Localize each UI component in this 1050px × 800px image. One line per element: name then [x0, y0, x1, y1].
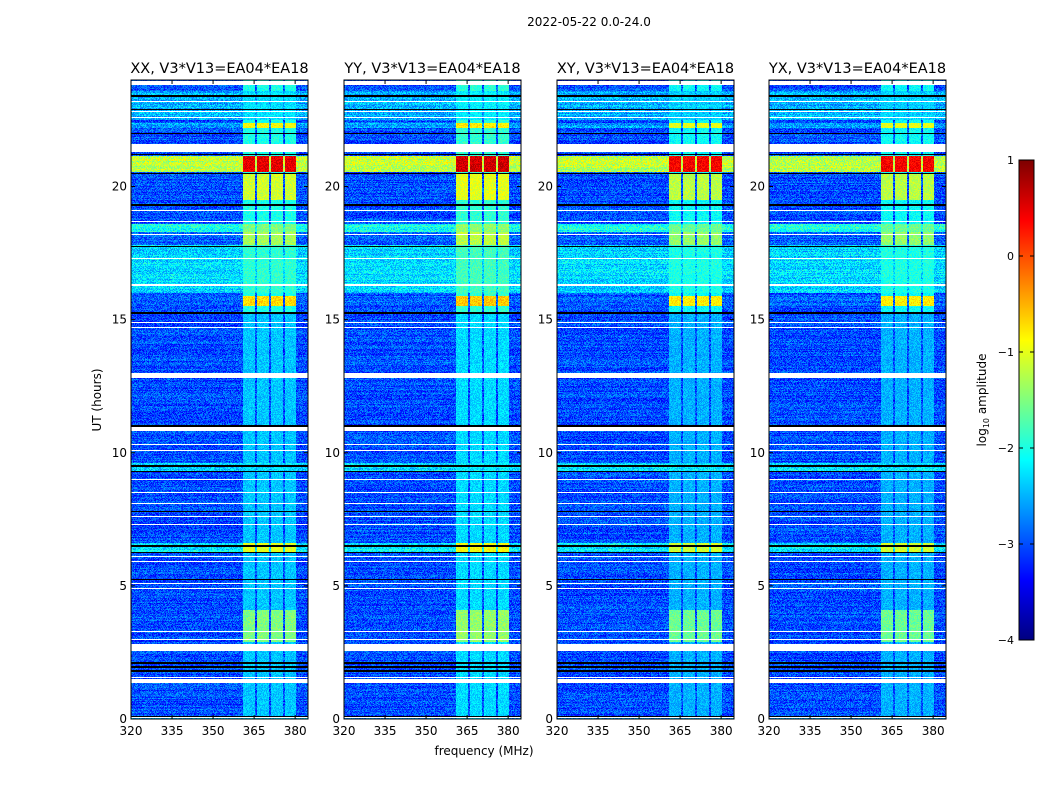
- y-tick-label: 20: [325, 180, 340, 194]
- x-tick-label: 320: [546, 724, 569, 738]
- heatmap-panel-2: [557, 80, 734, 719]
- y-tick-label: 15: [538, 313, 553, 327]
- x-tick-label: 320: [333, 724, 356, 738]
- x-tick-label: 335: [587, 724, 610, 738]
- colorbar-tick-label: −3: [998, 538, 1014, 551]
- figure-title: 2022-05-22 0.0-24.0: [527, 15, 651, 29]
- heatmap-panel-0: [131, 80, 308, 719]
- y-tick-label: 0: [757, 712, 765, 726]
- x-tick-label: 365: [243, 724, 266, 738]
- colorbar-label: log10 amplitude: [975, 354, 991, 447]
- y-tick-label: 10: [538, 446, 553, 460]
- x-tick-label: 335: [161, 724, 184, 738]
- colorbar: [1019, 160, 1034, 640]
- heatmap-panel-3: [769, 80, 946, 719]
- x-tick-label: 320: [120, 724, 143, 738]
- y-axis-label: UT (hours): [90, 368, 104, 431]
- panel-frame: [343, 79, 522, 720]
- y-tick-label: 10: [750, 446, 765, 460]
- y-tick-label: 15: [750, 313, 765, 327]
- panel-frame: [768, 79, 947, 720]
- y-tick-label: 15: [112, 313, 127, 327]
- x-tick-label: 350: [415, 724, 438, 738]
- x-tick-label: 365: [881, 724, 904, 738]
- x-tick-label: 380: [710, 724, 733, 738]
- x-axis-label: frequency (MHz): [434, 744, 533, 758]
- y-tick-label: 5: [545, 579, 553, 593]
- panel-title: XX, V3*V13=EA04*EA18: [130, 61, 308, 77]
- colorbar-tick-label: −2: [998, 442, 1014, 455]
- y-tick-label: 0: [119, 712, 127, 726]
- heatmap-panel-1: [344, 80, 521, 719]
- y-tick-label: 20: [538, 180, 553, 194]
- y-tick-label: 10: [112, 446, 127, 460]
- panel-title: YY, V3*V13=EA04*EA18: [343, 61, 520, 77]
- x-tick-label: 320: [758, 724, 781, 738]
- panel-frame: [556, 79, 735, 720]
- y-tick-label: 0: [332, 712, 340, 726]
- y-tick-label: 5: [757, 579, 765, 593]
- x-tick-label: 380: [922, 724, 945, 738]
- x-tick-label: 380: [284, 724, 307, 738]
- colorbar-tick-label: 0: [1007, 250, 1014, 263]
- y-tick-label: 20: [112, 180, 127, 194]
- colorbar-tick-label: −4: [998, 634, 1014, 647]
- y-tick-label: 15: [325, 313, 340, 327]
- colorbar-tick-label: 1: [1007, 154, 1014, 167]
- x-tick-label: 350: [202, 724, 225, 738]
- x-tick-label: 335: [799, 724, 822, 738]
- panel-title: XY, V3*V13=EA04*EA18: [557, 61, 734, 77]
- y-tick-label: 20: [750, 180, 765, 194]
- x-tick-label: 365: [456, 724, 479, 738]
- colorbar-tick-label: −1: [998, 346, 1014, 359]
- y-tick-label: 5: [332, 579, 340, 593]
- colorbar-frame: [1018, 159, 1035, 641]
- x-tick-label: 380: [497, 724, 520, 738]
- x-tick-label: 335: [374, 724, 397, 738]
- x-tick-label: 350: [840, 724, 863, 738]
- y-tick-label: 5: [119, 579, 127, 593]
- panel-frame: [130, 79, 309, 720]
- panel-title: YX, V3*V13=EA04*EA18: [768, 61, 946, 77]
- y-tick-label: 0: [545, 712, 553, 726]
- x-tick-label: 350: [628, 724, 651, 738]
- x-tick-label: 365: [669, 724, 692, 738]
- y-tick-label: 10: [325, 446, 340, 460]
